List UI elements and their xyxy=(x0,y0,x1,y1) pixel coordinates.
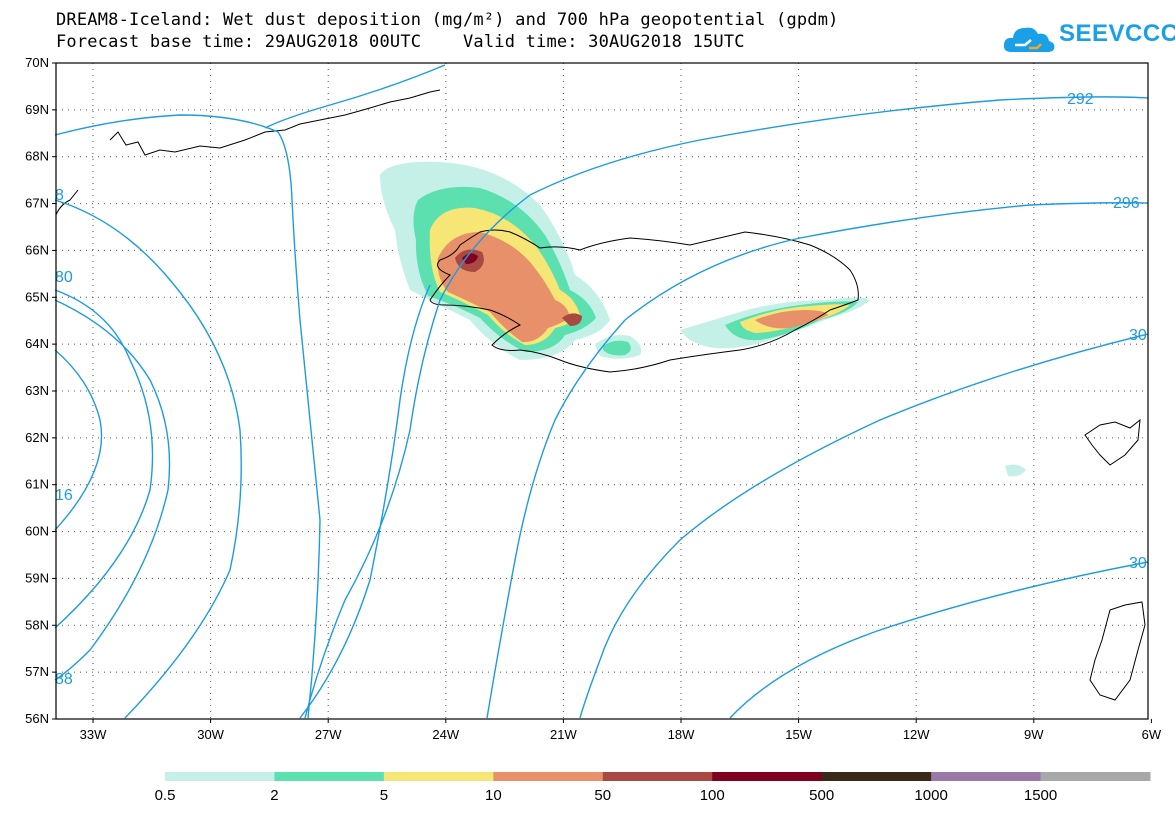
legend-label: 5 xyxy=(379,787,389,804)
lat-label: 65N xyxy=(25,289,49,304)
dust-band-100 xyxy=(462,253,478,264)
legend-swatch xyxy=(821,772,932,781)
contour-line xyxy=(264,64,446,129)
contour-line xyxy=(304,194,531,719)
contour-line xyxy=(729,561,1149,719)
coastline-faroe xyxy=(1084,418,1141,466)
lat-label: 68N xyxy=(25,149,49,164)
legend-label: 10 xyxy=(484,787,502,804)
coastline-greenland-south xyxy=(55,189,79,216)
contour-label: 30 xyxy=(1129,555,1147,572)
forecast-times: Forecast base time: 29AUG2018 00UTC Vali… xyxy=(56,32,745,52)
dust-patch xyxy=(755,310,828,329)
legend-label: 0.5 xyxy=(154,787,176,804)
lat-label: 70N xyxy=(25,55,49,70)
contour-line xyxy=(486,319,626,719)
legend-swatch xyxy=(712,772,823,781)
lon-label: 15W xyxy=(785,727,812,742)
dust-patch xyxy=(562,313,582,326)
axis-ticks: 70N 69N 68N 67N 66N 65N 64N 63N 62N 61N 60N 59N 58N 5… xyxy=(25,55,1162,742)
contour-label: 80 xyxy=(55,269,73,286)
dust-deposition-field xyxy=(380,161,1026,477)
lat-label: 69N xyxy=(25,102,49,117)
contour-label: 292 xyxy=(1067,91,1094,108)
lat-label: 64N xyxy=(25,336,49,351)
seevccc-logo: SEEVCCC xyxy=(1001,18,1175,58)
lon-label: 27W xyxy=(315,727,342,742)
legend-label: 50 xyxy=(594,787,612,804)
graticule xyxy=(56,63,1148,719)
cloud-icon xyxy=(1003,27,1055,52)
lon-label: 18W xyxy=(668,727,695,742)
legend-swatch xyxy=(274,772,385,781)
lat-label: 66N xyxy=(25,242,49,257)
contour-line xyxy=(299,284,431,719)
coastline-greenland-east xyxy=(109,89,441,156)
map-title: DREAM8-Iceland: Wet dust deposition (mg/… xyxy=(56,10,839,30)
coastlines xyxy=(55,89,1146,701)
lat-label: 57N xyxy=(25,664,49,679)
lat-label: 58N xyxy=(25,617,49,632)
legend-swatch xyxy=(493,772,604,781)
contour-label: 88 xyxy=(55,671,73,688)
contour-label: 16 xyxy=(55,487,73,504)
contour-line xyxy=(54,349,103,531)
lat-label: 56N xyxy=(25,711,49,726)
contour-labels: 292 296 30 30 88 80 16 8 xyxy=(55,91,1147,688)
logo-text: SEEVCCC xyxy=(1059,20,1175,47)
lon-label: 12W xyxy=(903,727,930,742)
lat-label: 60N xyxy=(25,524,49,539)
contour-line xyxy=(579,333,1149,719)
lon-label: 33W xyxy=(80,727,107,742)
lat-label: 59N xyxy=(25,570,49,585)
lat-label: 63N xyxy=(25,383,49,398)
lat-label: 67N xyxy=(25,196,49,211)
contour-line-292 xyxy=(529,96,1149,196)
contour-line-296 xyxy=(624,202,1149,321)
dust-patch xyxy=(1005,464,1026,477)
contour-line xyxy=(54,299,171,681)
legend-label: 1500 xyxy=(1023,787,1058,804)
lon-label: 21W xyxy=(550,727,577,742)
coastline-scotland xyxy=(1089,601,1146,701)
legend-label: 100 xyxy=(699,787,725,804)
lon-label: 24W xyxy=(432,727,459,742)
dust-patch xyxy=(603,340,631,356)
legend-swatch xyxy=(602,772,713,781)
contour-label: 30 xyxy=(1129,327,1147,344)
legend-swatch xyxy=(931,772,1042,781)
contour-label: 296 xyxy=(1113,195,1140,212)
legend-colorbar xyxy=(165,772,1151,781)
geopotential-contours xyxy=(54,64,1149,719)
lon-label: 6W xyxy=(1142,727,1162,742)
legend-label: 500 xyxy=(809,787,835,804)
legend-swatch xyxy=(1040,772,1151,781)
contour-line xyxy=(54,199,242,719)
lat-label: 62N xyxy=(25,430,49,445)
lon-label: 30W xyxy=(197,727,224,742)
legend-label: 1000 xyxy=(914,787,948,804)
contour-line xyxy=(54,114,321,719)
legend-swatch xyxy=(165,772,275,781)
legend-label: 2 xyxy=(270,787,279,804)
contour-label: 8 xyxy=(55,187,64,204)
lat-label: 61N xyxy=(25,477,49,492)
contour-line xyxy=(54,289,154,629)
coastline-iceland xyxy=(429,229,859,373)
lon-label: 9W xyxy=(1024,727,1044,742)
legend-swatch xyxy=(383,772,494,781)
